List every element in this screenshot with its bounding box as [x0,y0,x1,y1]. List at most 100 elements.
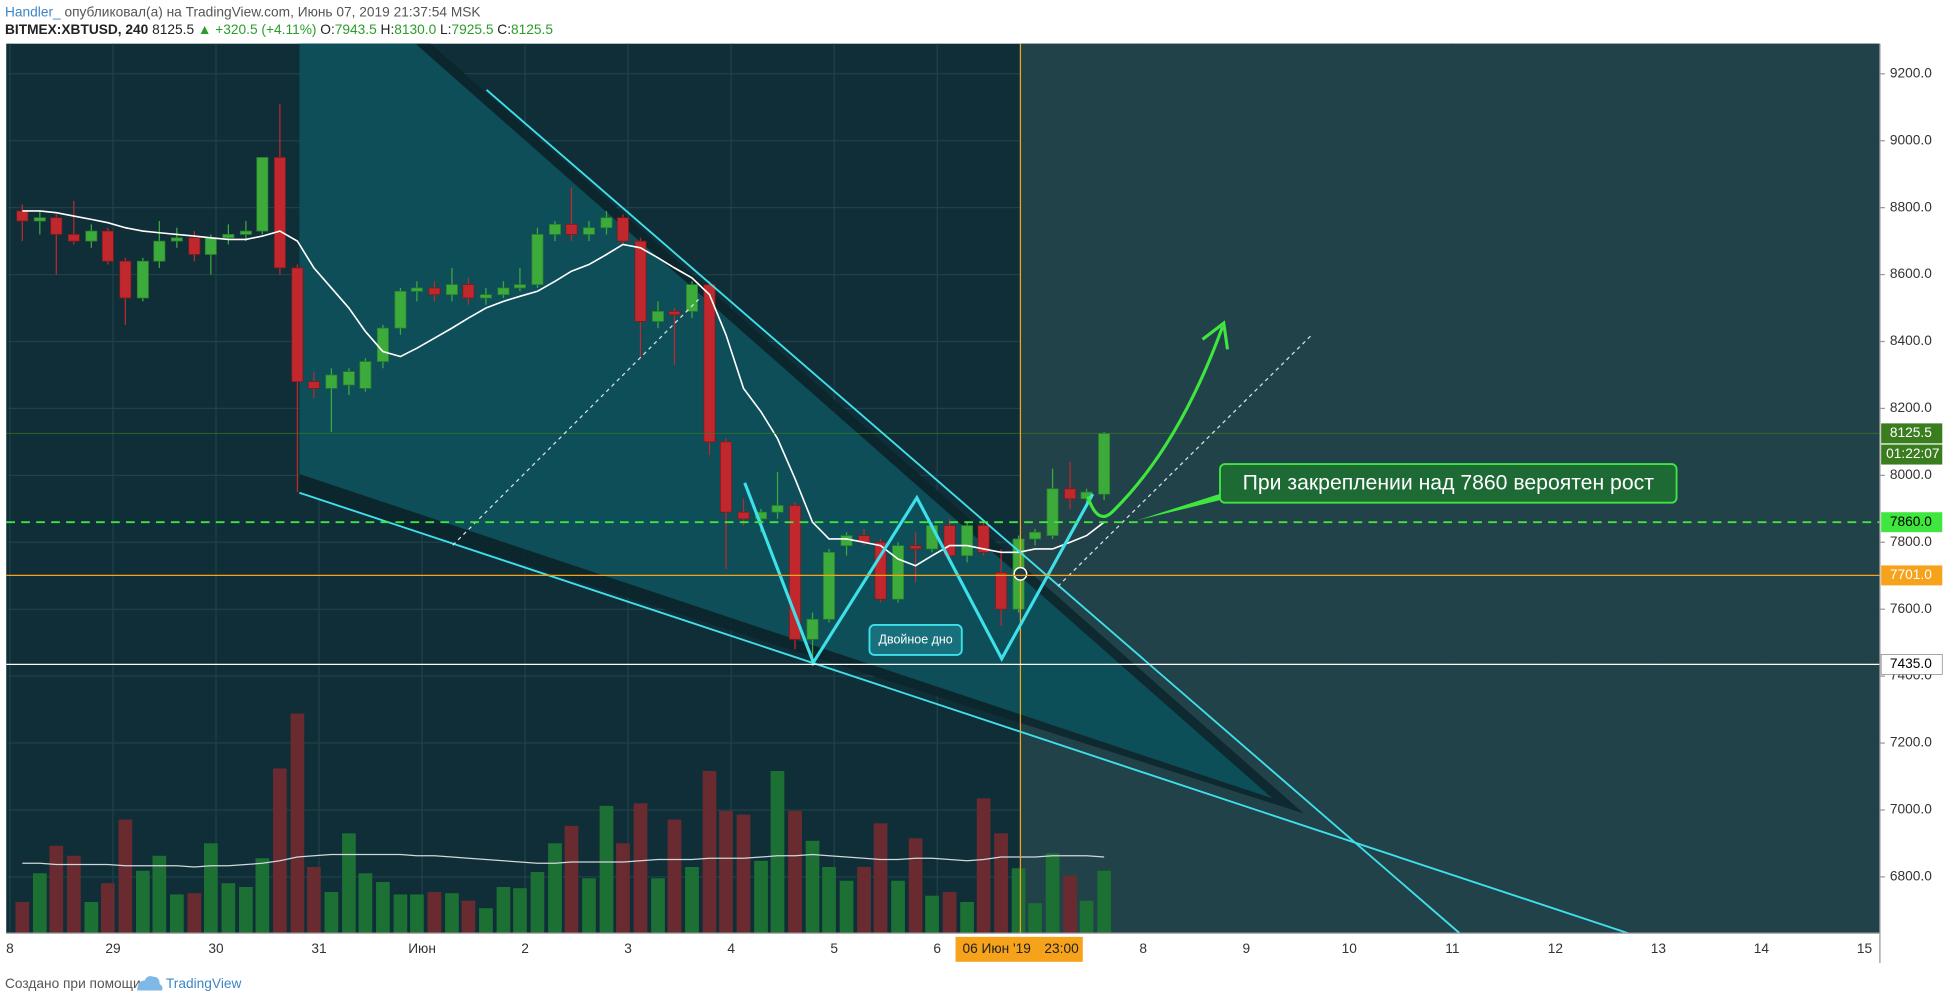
ohlc-value: 7925.5 [452,22,494,37]
volume-bar [1079,900,1094,934]
x-tick-label: 30 [208,941,224,956]
volume-bar [496,886,511,934]
x-tick-label: 14 [1754,941,1770,956]
candle-body [394,290,407,329]
volume-bar [84,901,99,934]
ohlc-key: O: [320,22,334,37]
candle-body [823,551,836,620]
level-box [1881,512,1943,533]
callout-box [1219,463,1678,504]
volume-bar [839,880,854,934]
change: ▲ +320.5 (+4.11%) [198,22,317,37]
volume-bar [49,845,64,934]
volume-bar [805,840,820,934]
x-tick-label: 5 [830,941,838,956]
candle-body [789,505,802,640]
candle-body [359,361,372,389]
x-tick-label: 8 [6,941,14,956]
volume-bar [633,803,648,934]
volume-bar [100,883,115,934]
volume-bar [994,833,1008,934]
volume-bar [376,881,390,934]
volume-bar [616,843,630,934]
candle-body [307,381,320,389]
candle-body [806,618,819,640]
candle-body [720,441,732,513]
volume-bar [255,858,270,934]
volume-bar [530,871,545,934]
volume-bar [942,891,957,934]
candle-body [239,230,252,235]
volume-bar [290,713,305,934]
x-tick-label: 4 [727,941,735,956]
candle-body [50,217,63,235]
logo[interactable] [137,976,163,991]
candle-body [325,374,338,389]
volume-bar [187,893,202,934]
volume-bar [822,867,836,934]
candle-body [703,284,716,443]
candle-body [737,511,750,520]
y-tick-label: 9000.0 [1890,132,1932,147]
y-tick-label: 7800.0 [1890,534,1932,549]
candle-body [943,525,956,557]
candle-body [582,227,595,235]
candle-body [119,260,132,299]
candle-body [497,287,510,296]
y-tick-label: 7200.0 [1890,735,1932,750]
volume-bar [685,867,699,934]
candle-body [410,287,423,292]
footer-brand[interactable]: TradingView [166,976,242,991]
volume-bar [1097,870,1111,934]
candle-body [995,572,1008,610]
candle-body [462,284,475,299]
volume-bar [976,798,991,934]
volume-bar [152,855,167,934]
volume-bar [342,833,356,934]
moving-average [22,210,1105,567]
x-tick-label: 2 [521,941,529,956]
price-axis [1879,43,1956,964]
volume-bar [427,891,442,934]
volume-bar [445,893,459,934]
candle-body [961,525,974,557]
volume-bar [651,878,665,934]
volume-bar [393,894,408,934]
volume-ma [22,853,1105,868]
arrow-head [1201,320,1230,350]
drawings: Двойное дно При закреплении над 7860 вер… [6,43,1880,935]
ohlc-key: H: [381,22,395,37]
candle-body [771,505,784,513]
volume-bar [960,901,974,934]
volume-bar [1011,868,1026,934]
y-tick-label: 8600.0 [1890,266,1932,281]
crosshair-date: 06 Июн '19 [962,941,1030,956]
volume-bar [1028,903,1042,934]
candle-body [1064,488,1077,500]
volume-bar [66,855,81,934]
arrow [1086,326,1224,518]
candle-body [755,511,768,520]
volume-bar [135,870,150,934]
candle-body [136,260,149,299]
volume-bar [461,900,476,934]
axis-labels: 6800.07000.07200.07400.07600.07800.08000… [6,65,1943,956]
last-price-box [1881,423,1943,444]
y-tick-label: 6800.0 [1890,869,1932,884]
y-tick-label: 7600.0 [1890,601,1932,616]
volume-bar [239,886,253,934]
x-tick-label: 12 [1548,941,1563,956]
candle-body [67,234,80,242]
volume-bar [32,873,47,934]
candle-body [291,267,304,383]
symbol-line: BITMEX:XBTUSD, 240 8125.5 ▲ +320.5 (+4.1… [5,22,553,37]
candle-body [668,311,681,316]
volume-bar [15,901,30,934]
volume-bar [221,883,236,934]
crosshair-time: 23:00 [1044,941,1079,956]
dashed-line [452,298,700,546]
author[interactable]: Handler_ [5,4,61,19]
volume-bar [857,867,871,934]
footer-text: Создано при помощи [5,976,141,991]
